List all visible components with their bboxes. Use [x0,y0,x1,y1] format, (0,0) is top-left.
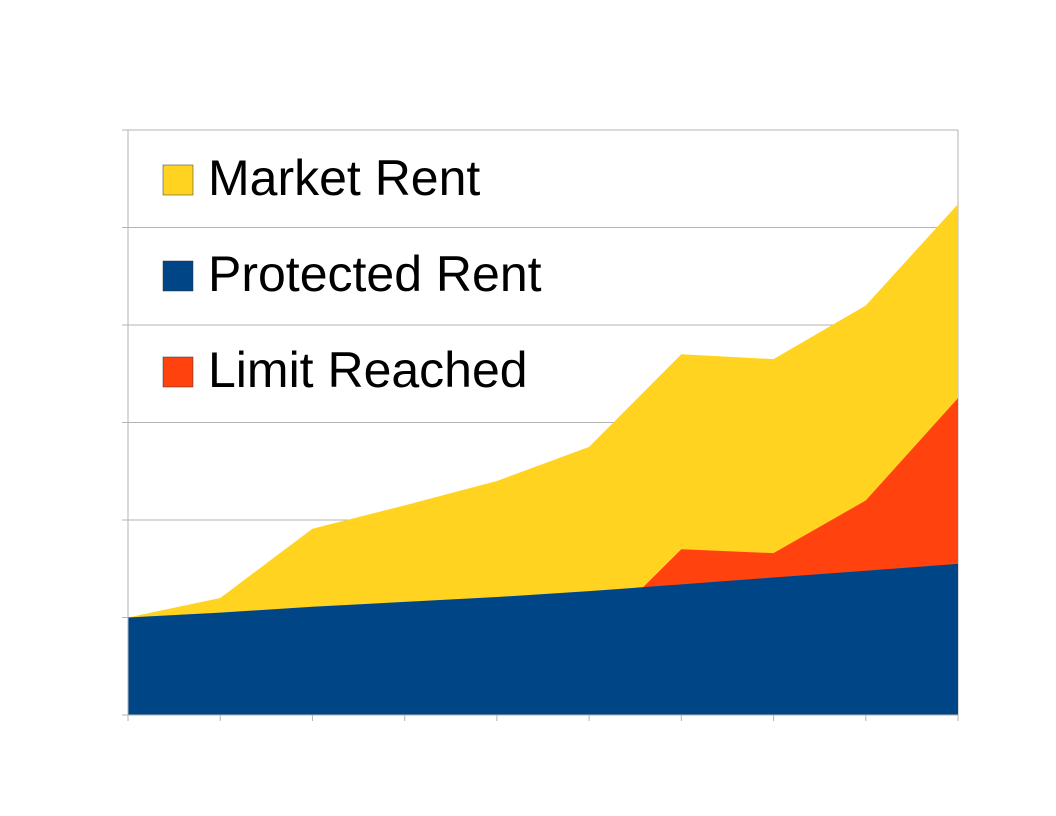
area [128,563,958,715]
legend-label: Market Rent [208,150,480,206]
legend-label: Limit Reached [208,342,528,398]
legend-label: Protected Rent [208,246,542,302]
legend-swatch [162,260,194,292]
legend-swatch [162,356,194,388]
legend-swatch [162,164,194,196]
